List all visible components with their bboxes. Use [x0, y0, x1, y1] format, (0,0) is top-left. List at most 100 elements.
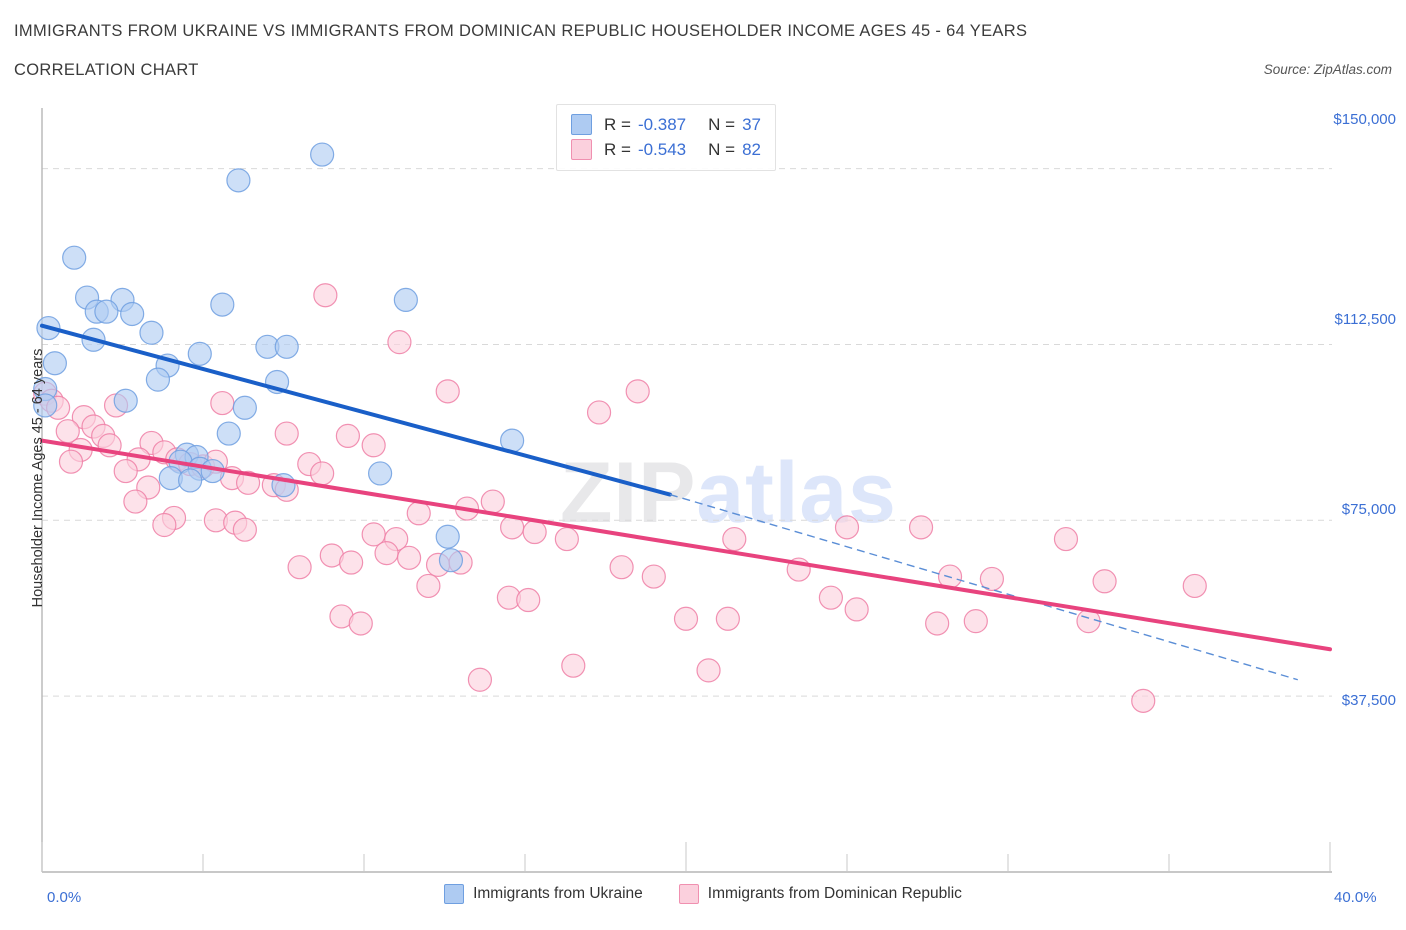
y-axis-title: Householder Income Ages 45 - 64 years: [30, 348, 46, 608]
legend-swatch-dominican-republic: [678, 884, 699, 904]
data-point: [187, 341, 212, 366]
data-point: [963, 609, 988, 634]
data-point: [313, 283, 338, 308]
page-title: IMMIGRANTS FROM UKRAINE VS IMMIGRANTS FR…: [14, 22, 1028, 40]
data-point: [1182, 573, 1207, 599]
data-point: [235, 470, 261, 495]
data-point: [435, 379, 460, 404]
stats-swatch-ukraine: [571, 114, 592, 135]
legend-item-dominican-republic[interactable]: Immigrants from Dominican Republic: [678, 884, 962, 904]
data-point: [348, 611, 373, 636]
x-axis-tick-label-min: 0.0%: [47, 889, 82, 906]
data-point: [335, 423, 360, 448]
data-point: [339, 550, 364, 575]
x-axis-tick-label-max: 40.0%: [1334, 889, 1377, 906]
data-point: [120, 301, 145, 327]
data-point: [561, 653, 586, 678]
data-point: [393, 287, 418, 313]
data-point: [232, 395, 257, 420]
data-point: [522, 519, 547, 545]
data-point: [1053, 526, 1079, 552]
data-point: [844, 597, 869, 622]
data-point: [1092, 569, 1117, 594]
data-point: [609, 555, 634, 580]
data-point: [480, 489, 505, 514]
data-point: [145, 367, 171, 392]
data-point: [1131, 688, 1156, 713]
data-point: [438, 548, 464, 573]
data-point: [123, 489, 148, 514]
page-subtitle: CORRELATION CHART: [14, 61, 199, 79]
stats-n-label: N =: [708, 114, 736, 134]
data-point: [42, 351, 67, 376]
legend-label-ukraine: Immigrants from Ukraine: [473, 885, 643, 902]
trend-line: [40, 323, 672, 497]
data-point: [310, 461, 335, 486]
chart-legend: Immigrants from Ukraine Immigrants from …: [0, 884, 1406, 904]
y-axis-tick-label: $37,500: [1341, 692, 1396, 709]
stats-row-ukraine: R = -0.387 N = 37: [571, 112, 761, 137]
legend-item-ukraine[interactable]: Immigrants from Ukraine: [444, 884, 643, 904]
data-point: [310, 142, 335, 167]
data-point: [673, 606, 699, 631]
data-point: [387, 330, 412, 355]
stats-n-label: N =: [708, 139, 736, 159]
data-point: [396, 545, 422, 570]
stats-r-label: R =: [604, 114, 631, 134]
y-axis-tick-label: $112,500: [1334, 311, 1396, 328]
data-point: [113, 388, 138, 413]
data-point: [696, 658, 721, 683]
data-point: [210, 390, 235, 416]
data-point: [55, 419, 80, 444]
stats-r-label: R =: [604, 139, 631, 159]
data-point: [586, 400, 612, 425]
stats-n-value: 37: [742, 114, 761, 134]
data-point: [467, 667, 493, 692]
stats-n-value: 82: [742, 139, 761, 159]
data-point: [274, 334, 299, 359]
data-point: [232, 517, 257, 542]
legend-label-dominican-republic: Immigrants from Dominican Republic: [707, 885, 962, 902]
data-point: [554, 526, 579, 552]
data-point: [226, 168, 251, 193]
y-axis-tick-label: $75,000: [1341, 501, 1396, 518]
stats-r-value: -0.387: [637, 114, 687, 134]
data-point: [979, 566, 1005, 592]
legend-swatch-ukraine: [444, 884, 465, 904]
data-point: [361, 433, 386, 458]
data-point: [715, 606, 740, 631]
trend-line: [40, 438, 1332, 652]
correlation-stats-box: R = -0.387 N = 37 R = -0.543 N = 82: [556, 104, 776, 171]
source-attribution: Source: ZipAtlas.com: [1263, 62, 1392, 77]
data-point: [435, 524, 460, 549]
stats-r-value: -0.543: [637, 139, 687, 159]
data-point: [406, 501, 431, 526]
data-point: [152, 512, 177, 538]
data-point: [113, 458, 138, 484]
data-point: [908, 515, 934, 540]
data-point: [722, 526, 747, 552]
data-point: [416, 573, 441, 599]
data-point: [818, 585, 844, 610]
data-point: [287, 555, 312, 580]
stats-row-dominican-republic: R = -0.543 N = 82: [571, 137, 761, 162]
data-point: [374, 541, 399, 566]
data-point: [641, 564, 666, 589]
data-point: [516, 587, 541, 613]
data-point: [625, 379, 650, 404]
data-point: [139, 320, 164, 345]
data-point: [33, 393, 58, 418]
data-point: [58, 449, 84, 474]
data-point: [62, 245, 87, 270]
data-point: [925, 611, 950, 636]
y-axis-tick-label: $150,000: [1333, 111, 1396, 128]
trend-line-extension: [669, 493, 1298, 681]
data-point: [94, 299, 119, 324]
stats-swatch-dominican-republic: [571, 139, 592, 160]
data-point: [178, 468, 203, 493]
data-point: [834, 515, 860, 540]
data-point: [274, 421, 299, 446]
data-point: [368, 461, 393, 486]
